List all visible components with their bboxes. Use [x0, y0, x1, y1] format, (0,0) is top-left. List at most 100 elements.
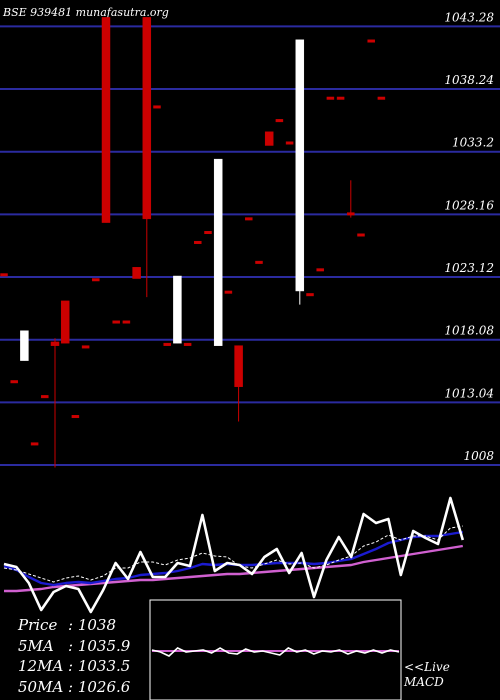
candle-body	[204, 231, 212, 235]
candle-body	[336, 96, 345, 100]
candle	[213, 158, 223, 346]
candle	[194, 240, 202, 244]
y-tick-label: 1013.04	[444, 386, 494, 400]
candle	[316, 268, 324, 272]
candle	[50, 338, 60, 468]
candle	[306, 293, 314, 297]
candle	[173, 275, 182, 344]
candle	[60, 300, 70, 344]
candle	[224, 290, 233, 294]
candle-body	[71, 415, 80, 419]
candle	[122, 320, 131, 324]
candle-body	[132, 267, 141, 279]
candle-body	[20, 330, 29, 361]
candle-body	[101, 17, 111, 223]
candle	[0, 273, 8, 277]
candle-body	[112, 320, 120, 324]
candle-body	[326, 96, 335, 100]
candle	[245, 217, 253, 221]
candle	[112, 320, 120, 324]
macd-series	[151, 647, 400, 657]
candle-body	[264, 131, 274, 146]
candle	[92, 278, 100, 282]
candle-body	[377, 96, 386, 100]
candle-body	[163, 342, 171, 346]
candle-body	[183, 342, 192, 346]
candle	[183, 342, 192, 346]
candle-body	[224, 290, 233, 294]
stat-price-value: : 1038	[68, 616, 116, 634]
candle	[41, 395, 49, 399]
candle-body	[357, 233, 365, 237]
y-tick-label: 1008	[463, 449, 494, 463]
y-tick-label: 1028.16	[444, 198, 494, 212]
candle	[81, 345, 90, 349]
candle-body	[316, 268, 324, 272]
candle-body	[234, 345, 243, 387]
candle-body	[285, 141, 294, 145]
candle	[357, 233, 365, 237]
candle-body	[122, 320, 131, 324]
candle	[163, 342, 171, 346]
candle-body	[213, 158, 223, 346]
stat-5ma-label: 5MA	[18, 637, 54, 655]
macd-caption-live: <<Live	[404, 660, 450, 674]
candle	[367, 39, 375, 43]
candle-body	[255, 260, 263, 264]
candle	[336, 96, 345, 100]
stat-12ma-label: 12MA	[18, 657, 63, 675]
stat-12ma-value: : 1033.5	[68, 657, 130, 675]
candle-body	[347, 212, 355, 216]
y-tick-label: 1023.12	[444, 261, 494, 275]
series-line-price	[3, 496, 465, 614]
candle-body	[10, 380, 18, 384]
candle	[285, 141, 294, 145]
candle-body	[50, 341, 60, 346]
candle	[101, 17, 111, 223]
candle	[326, 96, 335, 100]
grid-lines	[0, 25, 500, 467]
candle	[20, 330, 29, 361]
candle-body	[173, 275, 182, 344]
candle-body	[153, 105, 161, 109]
candle	[264, 131, 274, 146]
stat-50ma-value: : 1026.6	[68, 678, 131, 696]
chart-source-title: BSE 939481 munafasutra.org	[2, 6, 169, 19]
candle	[10, 380, 18, 384]
candle	[142, 17, 152, 298]
candlestick-series	[0, 17, 386, 468]
series-line-ma_long	[4, 544, 463, 593]
candle	[204, 231, 212, 235]
y-axis-tick-labels: 1043.28 1038.24 1033.2 1028.16 1023.12 1018.0…	[444, 10, 494, 463]
candle	[153, 105, 161, 109]
candle	[377, 96, 386, 100]
stat-price-label: Price	[17, 616, 57, 634]
candle-body	[60, 300, 70, 344]
indicator-stats: Price : 1038 5MA : 1035.9 12MA : 1033.5 …	[17, 616, 131, 696]
candle	[132, 267, 141, 279]
candle	[71, 415, 80, 419]
stat-5ma-value: : 1035.9	[68, 637, 131, 655]
macd-line	[151, 647, 400, 657]
candle	[234, 345, 243, 422]
y-tick-label: 1038.24	[444, 73, 494, 87]
candle	[295, 39, 305, 305]
candle-body	[0, 273, 8, 277]
candle-body	[30, 442, 39, 446]
candle-body	[367, 39, 375, 43]
candle	[30, 442, 39, 446]
stat-50ma-label: 50MA	[18, 678, 63, 696]
y-tick-label: 1033.2	[452, 136, 494, 150]
series-line-ma_short	[3, 525, 463, 583]
y-tick-label: 1043.28	[444, 10, 494, 24]
candle	[275, 119, 284, 123]
candle-body	[81, 345, 90, 349]
candle-body	[306, 293, 314, 297]
candle	[255, 260, 263, 264]
candle-body	[194, 240, 202, 244]
candle-body	[295, 39, 305, 292]
candle-body	[275, 119, 284, 123]
candle-body	[245, 217, 253, 221]
macd-caption-label: MACD	[403, 675, 444, 689]
